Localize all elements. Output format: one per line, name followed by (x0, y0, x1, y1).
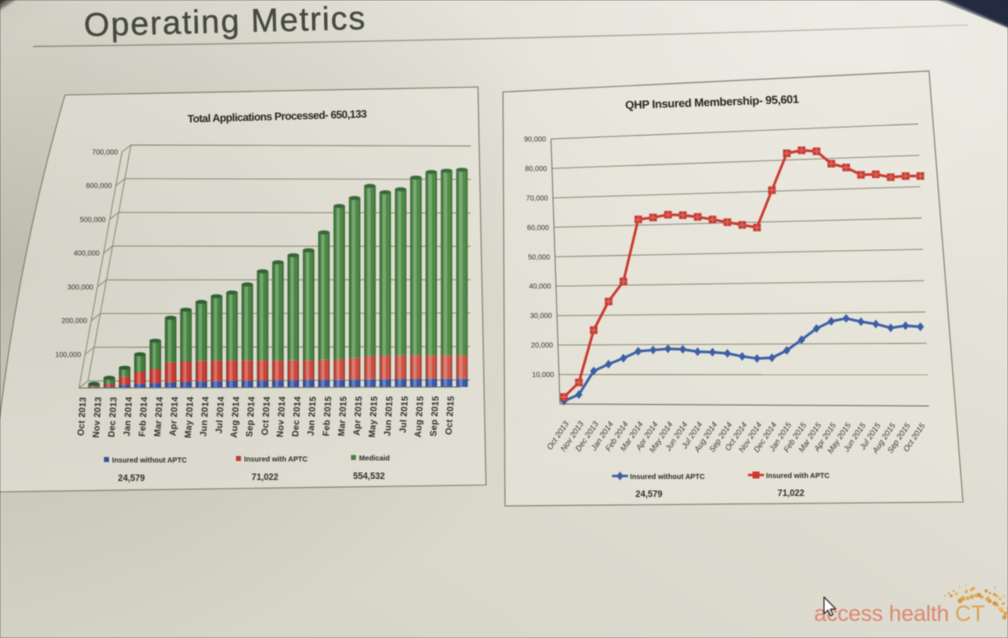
svg-text:Oct 2015: Oct 2015 (444, 396, 456, 436)
svg-text:Dec 2014: Dec 2014 (290, 396, 302, 437)
svg-text:Mar 2014: Mar 2014 (152, 396, 164, 437)
svg-text:10,000: 10,000 (532, 370, 554, 379)
svg-text:90,000: 90,000 (524, 135, 546, 144)
svg-text:70,000: 70,000 (526, 193, 548, 202)
svg-text:May 2015: May 2015 (367, 396, 380, 438)
svg-text:Insured with APTC: Insured with APTC (244, 455, 308, 464)
svg-text:Jan 2014: Jan 2014 (122, 396, 134, 436)
svg-text:554,532: 554,532 (353, 471, 385, 481)
svg-text:71,022: 71,022 (252, 472, 279, 482)
svg-text:Feb 2015: Feb 2015 (321, 396, 333, 437)
svg-text:Insured without APTC: Insured without APTC (630, 472, 705, 481)
svg-text:20,000: 20,000 (531, 341, 553, 350)
svg-text:24,579: 24,579 (636, 489, 663, 499)
svg-text:Jul 2014: Jul 2014 (214, 396, 226, 434)
svg-text:Dec 2013: Dec 2013 (106, 396, 118, 437)
svg-text:40,000: 40,000 (529, 282, 551, 291)
svg-text:Sep 2014: Sep 2014 (244, 396, 256, 437)
svg-text:60,000: 60,000 (527, 223, 549, 232)
svg-text:300,000: 300,000 (67, 282, 93, 291)
svg-text:200,000: 200,000 (61, 316, 87, 325)
svg-text:Feb 2014: Feb 2014 (137, 396, 149, 437)
svg-text:Mar 2015: Mar 2015 (336, 396, 348, 437)
svg-text:Aug 2015: Aug 2015 (413, 396, 426, 438)
svg-text:Jan 2015: Jan 2015 (305, 396, 317, 436)
svg-text:Nov 2013: Nov 2013 (91, 396, 103, 438)
svg-text:Apr 2014: Apr 2014 (168, 396, 180, 436)
svg-text:600,000: 600,000 (86, 181, 112, 190)
svg-text:Medicaid: Medicaid (359, 454, 390, 463)
svg-text:Insured without APTC: Insured without APTC (112, 456, 187, 465)
svg-text:400,000: 400,000 (74, 249, 100, 258)
svg-text:access health CT: access health CT (814, 601, 985, 626)
svg-text:Operating Metrics: Operating Metrics (83, 0, 366, 43)
svg-text:Apr 2015: Apr 2015 (351, 396, 363, 436)
svg-text:24,579: 24,579 (118, 473, 145, 483)
svg-text:50,000: 50,000 (528, 252, 550, 261)
svg-text:100,000: 100,000 (55, 350, 81, 359)
svg-text:Jul 2015: Jul 2015 (398, 396, 410, 434)
svg-text:Total Applications Processed-: Total Applications Processed- 650,133 (187, 108, 367, 125)
svg-text:500,000: 500,000 (80, 215, 106, 224)
svg-text:Insured with APTC: Insured with APTC (766, 471, 830, 480)
svg-text:Jun 2015: Jun 2015 (382, 396, 394, 437)
svg-text:Nov 2014: Nov 2014 (275, 396, 287, 438)
svg-text:Aug 2014: Aug 2014 (229, 396, 242, 438)
svg-text:Jun 2014: Jun 2014 (198, 396, 210, 437)
svg-text:May 2014: May 2014 (183, 396, 196, 438)
svg-text:Oct 2014: Oct 2014 (260, 396, 272, 436)
svg-text:80,000: 80,000 (525, 164, 547, 173)
svg-text:Sep 2015: Sep 2015 (428, 396, 440, 437)
svg-text:700,000: 700,000 (92, 148, 118, 157)
svg-text:30,000: 30,000 (530, 311, 552, 320)
svg-text:Oct 2013: Oct 2013 (76, 397, 88, 437)
svg-text:71,022: 71,022 (778, 488, 805, 498)
